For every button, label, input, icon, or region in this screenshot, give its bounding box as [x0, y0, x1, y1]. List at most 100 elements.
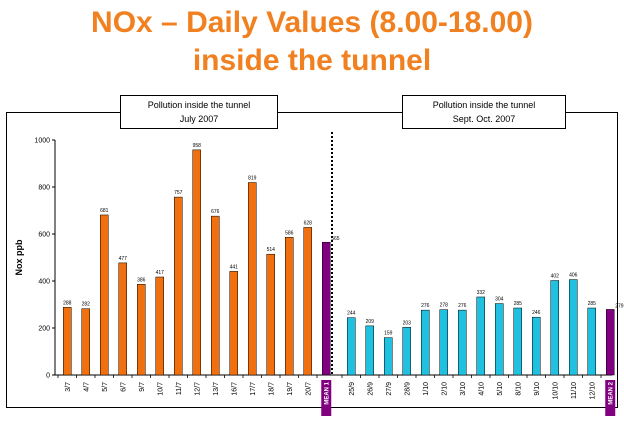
data-label: 628: [304, 220, 313, 226]
mean-bar: [322, 241, 331, 376]
mean-bar: [606, 309, 615, 376]
bar: [266, 253, 275, 376]
data-label: 288: [63, 300, 72, 306]
data-label: 276: [421, 303, 430, 309]
x-tick-label: 5/7: [102, 382, 109, 392]
data-label: 209: [366, 319, 375, 325]
bar: [303, 227, 312, 376]
data-label: 282: [82, 302, 91, 308]
bar: [569, 279, 578, 376]
x-tick-label: 2/10: [441, 382, 448, 396]
x-tick-label: 10/7: [157, 382, 164, 396]
bar: [513, 307, 522, 376]
x-tick-label: MEAN 2: [608, 381, 614, 404]
y-tick-label: 0: [46, 373, 50, 380]
mean-label-bg: [605, 380, 616, 416]
bar: [248, 182, 257, 376]
bar: [285, 237, 294, 376]
data-label: 276: [458, 303, 467, 309]
bar: [495, 303, 504, 376]
data-label: 279: [615, 303, 624, 309]
mean-label-bg: [321, 380, 332, 416]
data-label: 402: [551, 274, 560, 280]
x-tick-label: 25/9: [349, 382, 356, 396]
data-label: 565: [331, 236, 340, 242]
bar: [476, 296, 485, 376]
group1-title-box: Pollution inside the tunnel July 2007: [120, 95, 278, 129]
bar: [229, 271, 238, 376]
data-label: 244: [347, 311, 356, 317]
bar: [137, 284, 146, 376]
bar: [347, 317, 356, 376]
x-tick-label: 5/10: [497, 382, 504, 396]
bar: [550, 280, 559, 376]
x-tick-label: 11/7: [176, 382, 183, 395]
x-tick-label: 28/9: [404, 382, 411, 396]
group1-period: July 2007: [179, 114, 219, 124]
bar: [81, 308, 90, 376]
bar: [587, 307, 596, 376]
data-label: 819: [248, 176, 257, 182]
y-tick-label: 1000: [34, 138, 50, 145]
data-label: 285: [588, 301, 597, 307]
x-tick-label: 12/10: [589, 382, 596, 400]
x-tick-label: 1/10: [423, 382, 430, 396]
data-label: 285: [514, 301, 523, 307]
data-label: 386: [137, 277, 146, 283]
x-tick-label: 12/7: [194, 382, 201, 396]
data-label: 203: [403, 320, 412, 326]
x-tick-label: 9/7: [139, 382, 146, 392]
x-tick-label: 4/10: [478, 382, 485, 396]
x-tick-label: 6/7: [120, 382, 127, 392]
data-label: 477: [119, 256, 128, 262]
x-tick-label: 3/7: [65, 382, 72, 392]
y-tick-label: 800: [38, 185, 50, 192]
bar: [192, 149, 201, 376]
bar: [402, 327, 411, 376]
y-tick-label: 400: [38, 279, 50, 286]
x-tick-label: 3/10: [460, 382, 467, 396]
x-tick-label: 20/7: [305, 382, 312, 396]
bar: [532, 316, 541, 376]
x-tick-label: MEAN 1: [324, 381, 330, 404]
bar: [421, 309, 430, 376]
x-tick-label: 26/9: [367, 382, 374, 396]
bar: [63, 307, 72, 376]
slide-title-line1: NOx – Daily Values (8.00-18.00): [91, 6, 533, 39]
data-label: 441: [230, 264, 239, 270]
x-tick-label: 17/7: [250, 382, 257, 396]
data-label: 246: [532, 310, 541, 316]
x-tick-label: 10/10: [552, 382, 559, 400]
data-label: 676: [211, 209, 220, 215]
data-label: 417: [156, 270, 165, 276]
bar: [174, 196, 183, 376]
bar: [365, 325, 374, 376]
slide-title-line2: inside the tunnel: [192, 44, 432, 77]
x-tick-label: 8/10: [515, 382, 522, 396]
bar: [384, 337, 393, 376]
group2-period: Sept. Oct. 2007: [452, 114, 516, 124]
group1-title: Pollution inside the tunnel: [147, 100, 251, 110]
data-label: 586: [285, 230, 294, 236]
x-tick-label: 19/7: [287, 382, 294, 396]
bar: [458, 309, 467, 376]
data-label: 159: [384, 331, 393, 337]
data-label: 681: [100, 208, 109, 214]
bar: [211, 215, 220, 376]
data-label: 304: [495, 297, 504, 303]
bar: [155, 276, 164, 376]
y-tick-label: 600: [38, 232, 50, 239]
x-tick-label: 13/7: [213, 382, 220, 396]
x-tick-label: 4/7: [83, 382, 90, 392]
x-tick-label: 27/9: [386, 382, 393, 396]
data-label: 406: [569, 273, 578, 279]
data-label: 278: [440, 303, 449, 309]
group2-title: Pollution inside the tunnel: [432, 100, 536, 110]
x-tick-label: 11/10: [571, 382, 578, 399]
x-tick-label: 18/7: [268, 382, 275, 396]
bar: [118, 262, 127, 376]
data-label: 514: [267, 247, 276, 253]
bar: [100, 214, 109, 376]
x-tick-label: 16/7: [231, 382, 238, 396]
